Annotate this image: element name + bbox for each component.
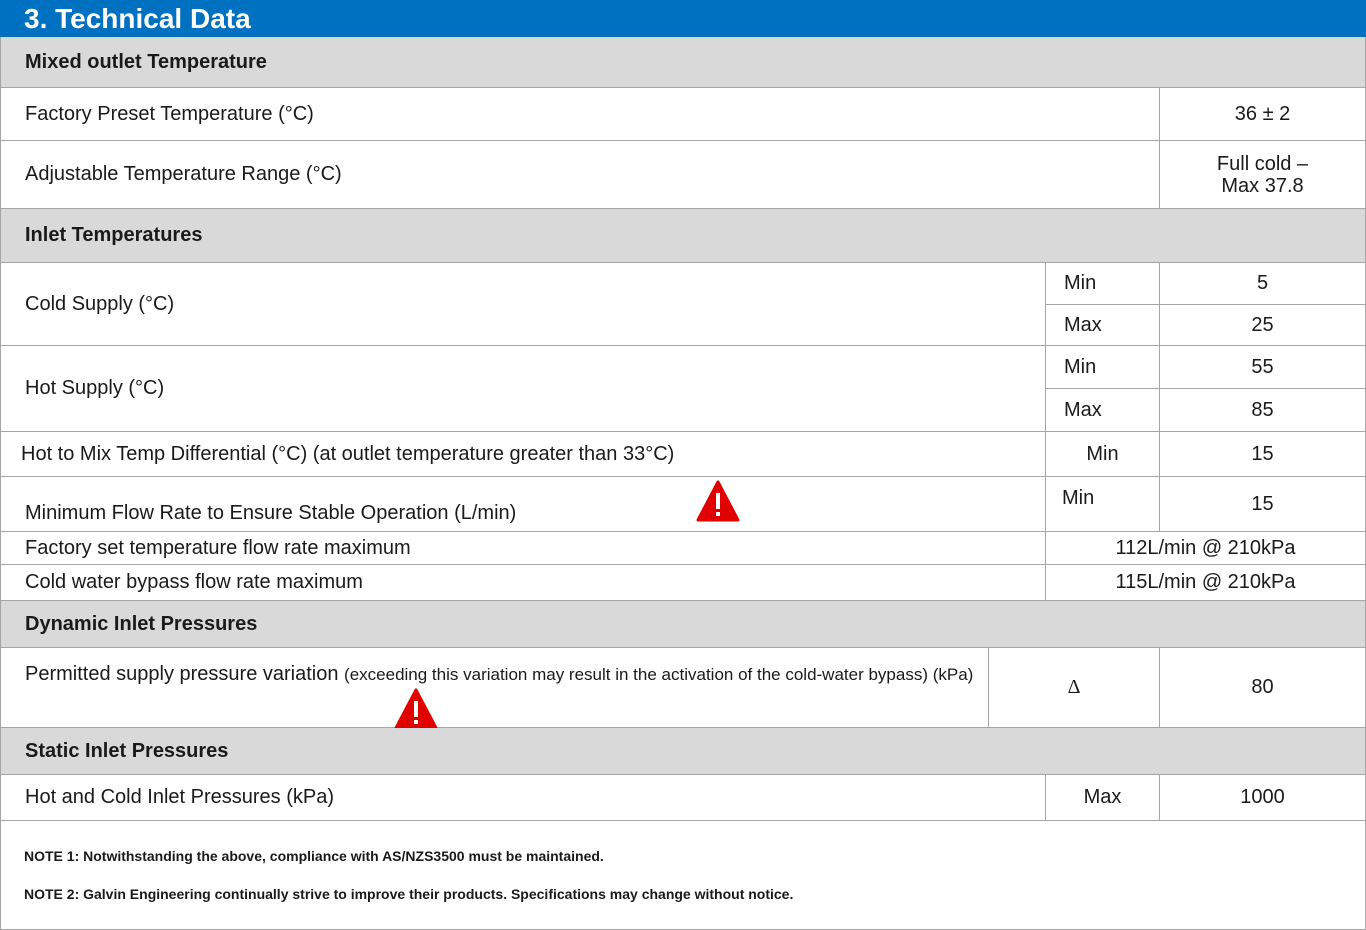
limit-value: 1000 [1159, 775, 1366, 821]
section-heading: Dynamic Inlet Pressures [0, 601, 1366, 648]
limit-kind: Min [1045, 263, 1159, 305]
row-label: Cold water bypass flow rate maximum [0, 565, 1045, 601]
row-label: Adjustable Temperature Range (°C) [0, 141, 1159, 209]
row-label: Factory Preset Temperature (°C) [0, 88, 1159, 141]
note: NOTE 1: Notwithstanding the above, compl… [24, 848, 604, 864]
title: 3. Technical Data [0, 0, 1366, 37]
limit-value: 25 [1159, 305, 1366, 346]
row-value: Full cold – Max 37.8 [1159, 141, 1366, 209]
section-heading: Inlet Temperatures [0, 209, 1366, 263]
limit-value: 85 [1159, 389, 1366, 432]
row-value: 115L/min @ 210kPa [1045, 565, 1366, 601]
label-text: Permitted supply pressure variation [25, 663, 339, 685]
limit-value: 15 [1159, 477, 1366, 532]
row-label: Cold Supply (°C) [0, 263, 1045, 346]
limit-kind: Max [1045, 305, 1159, 346]
limit-value: 80 [1159, 648, 1366, 728]
limit-value: 15 [1159, 432, 1366, 477]
limit-value: 55 [1159, 346, 1366, 389]
row-label: Permitted supply pressure variation (exc… [0, 648, 988, 728]
row-label: Minimum Flow Rate to Ensure Stable Opera… [0, 477, 1045, 532]
row-label: Hot to Mix Temp Differential (°C) (at ou… [0, 432, 1045, 477]
label-note: (exceeding this variation may result in … [344, 665, 974, 684]
row-value: 36 ± 2 [1159, 88, 1366, 141]
warning-icon [696, 480, 740, 522]
note: NOTE 2: Galvin Engineering continually s… [24, 886, 794, 902]
notes-box [0, 821, 1366, 930]
row-label: Factory set temperature flow rate maximu… [0, 532, 1045, 565]
limit-kind: Max [1045, 775, 1159, 821]
value-line: Max 37.8 [1221, 174, 1304, 197]
section-heading: Mixed outlet Temperature [0, 37, 1366, 88]
limit-kind: Δ [988, 648, 1159, 728]
row-label: Hot Supply (°C) [0, 346, 1045, 432]
limit-kind: Min [1045, 346, 1159, 389]
limit-kind: Min [1045, 477, 1159, 532]
row-label: Hot and Cold Inlet Pressures (kPa) [0, 775, 1045, 821]
section-heading: Static Inlet Pressures [0, 728, 1366, 775]
value-line: Full cold – [1216, 152, 1309, 175]
limit-kind: Min [1045, 432, 1159, 477]
row-value: 112L/min @ 210kPa [1045, 532, 1366, 565]
limit-kind: Max [1045, 389, 1159, 432]
warning-icon [394, 688, 438, 730]
limit-value: 5 [1159, 263, 1366, 305]
